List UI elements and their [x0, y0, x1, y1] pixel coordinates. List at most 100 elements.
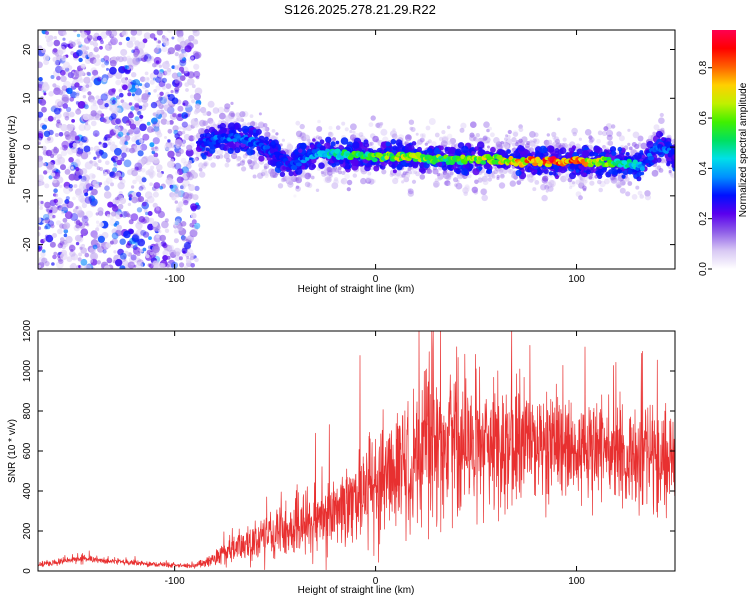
spectrogram-noise-blob: [190, 118, 199, 126]
spectrogram-noise-blob: [169, 184, 174, 189]
spectrogram-band-blob: [312, 138, 316, 142]
spectrogram-halo-blob: [251, 120, 255, 125]
spectrogram-noise-blob: [175, 171, 180, 176]
spectrogram-halo-blob: [202, 110, 208, 116]
spectrogram-noise-blob: [137, 150, 144, 157]
spectrogram-halo-blob: [578, 137, 583, 141]
spectrogram-noise-blob: [167, 160, 175, 168]
spectrogram-noise-blob: [48, 129, 54, 136]
spectrogram-noise-blob: [103, 180, 110, 187]
spectrogram-noise-blob: [173, 229, 179, 234]
spectrogram-noise-blob: [44, 201, 51, 209]
spectrogram-band-blob: [338, 159, 344, 165]
spectrogram-halo-blob: [471, 186, 478, 193]
colorbar-tick-label: 0.8: [698, 60, 709, 74]
spectrogram-noise-blob: [52, 116, 57, 121]
spectrogram-noise-blob: [41, 249, 46, 254]
spectrogram-noise-blob: [157, 229, 162, 234]
spectrogram-noise-blob: [132, 179, 137, 185]
spectrogram-noise-blob: [100, 113, 105, 118]
spectrogram-noise-blob: [91, 174, 96, 179]
spectrogram-noise-blob: [121, 102, 128, 109]
spectrogram-band-blob: [559, 166, 567, 174]
spectrogram-noise-blob: [43, 162, 47, 167]
spectrogram-noise-blob: [78, 57, 83, 63]
spectrogram-noise-blob: [117, 182, 125, 190]
spectrogram-x-tick-label: 100: [568, 274, 585, 285]
spectrogram-noise-blob: [88, 173, 96, 180]
spectrogram-noise-blob: [133, 51, 139, 58]
spectrogram-noise-blob: [48, 213, 55, 220]
figure-title: S126.2025.278.21.29.R22: [284, 2, 436, 17]
spectrogram-noise-blob: [126, 213, 131, 218]
spectrogram-noise-blob: [73, 159, 81, 167]
spectrogram-noise-blob: [127, 202, 132, 207]
spectrogram-noise-blob: [78, 70, 85, 76]
spectrogram-noise-blob: [53, 107, 61, 115]
spectrogram-noise-blob: [85, 84, 90, 88]
spectrogram-noise-blob: [49, 209, 53, 213]
spectrogram-halo-blob: [401, 173, 406, 178]
spectrogram-band-blob: [455, 168, 462, 175]
spectrogram-noise-blob: [158, 96, 163, 101]
spectrogram-halo-blob: [392, 128, 396, 132]
spectrogram-noise-blob: [98, 212, 103, 217]
spectrogram-noise-blob: [177, 105, 184, 112]
spectrogram-noise-blob: [114, 144, 118, 148]
spectrogram-noise-blob: [82, 113, 90, 121]
spectrogram-halo-blob: [441, 135, 449, 143]
spectrogram-halo-blob: [548, 179, 555, 186]
spectrogram-noise-blob: [155, 76, 162, 83]
spectrogram-halo-blob: [408, 119, 415, 125]
spectrogram-noise-blob: [174, 89, 179, 94]
spectrogram-noise-blob: [93, 58, 101, 66]
spectrogram-noise-blob: [115, 72, 123, 80]
spectrogram-noise-blob: [135, 261, 144, 269]
spectrogram-noise-blob: [184, 114, 188, 118]
spectrogram-noise-blob: [164, 228, 170, 233]
spectrogram-noise-blob: [74, 175, 80, 181]
spectrogram-noise-blob: [119, 252, 127, 260]
spectrogram-noise-blob: [58, 132, 64, 137]
spectrogram-noise-blob: [182, 250, 186, 254]
spectrogram-band-blob: [519, 151, 527, 158]
spectrogram-noise-blob: [135, 85, 139, 89]
spectrogram-noise-blob: [134, 166, 139, 171]
spectrogram-noise-blob: [126, 262, 131, 267]
spectrogram-halo-blob: [433, 180, 440, 188]
spectrogram-noise-blob: [51, 166, 57, 172]
spectrogram-noise-blob: [76, 33, 81, 38]
spectrogram-band-blob: [528, 166, 534, 172]
spectrogram-noise-blob: [130, 36, 136, 42]
spectrogram-halo-blob: [464, 185, 470, 192]
spectrogram-halo-blob: [224, 114, 232, 122]
spectrogram-halo-blob: [625, 191, 631, 197]
snr-y-tick-label: 1200: [22, 319, 33, 342]
spectrogram-halo-blob: [541, 194, 548, 202]
spectrogram-noise-blob: [63, 222, 71, 230]
spectrogram-noise-blob: [97, 207, 104, 214]
spectrogram-noise-blob: [42, 54, 50, 62]
spectrogram-noise-blob: [87, 52, 94, 59]
spectrogram-halo-blob: [483, 121, 490, 128]
spectrogram-noise-blob: [94, 133, 98, 137]
spectrogram-noise-blob: [148, 236, 152, 241]
spectrogram-band-blob: [441, 165, 448, 171]
spectrogram-band-blob: [455, 148, 462, 156]
spectrogram-noise-blob: [114, 107, 119, 112]
spectrogram-noise-blob: [124, 141, 129, 146]
spectrogram-noise-blob: [38, 61, 43, 69]
spectrogram-noise-blob: [68, 111, 75, 118]
spectrogram-noise-blob: [141, 168, 146, 173]
spectrogram-band-blob: [616, 168, 622, 174]
snr-x-tick-label: 100: [568, 576, 585, 587]
spectrogram-halo-blob: [453, 177, 459, 183]
spectrogram-noise-blob: [117, 56, 124, 63]
spectrogram-noise-blob: [62, 37, 66, 41]
spectrogram-band-blob: [575, 169, 580, 173]
spectrogram-halo-blob: [277, 183, 284, 189]
spectrogram-noise-blob: [121, 211, 128, 218]
spectrogram-noise-blob: [175, 218, 181, 224]
spectrogram-halo-blob: [627, 181, 633, 186]
spectrogram-halo-blob: [295, 130, 303, 137]
